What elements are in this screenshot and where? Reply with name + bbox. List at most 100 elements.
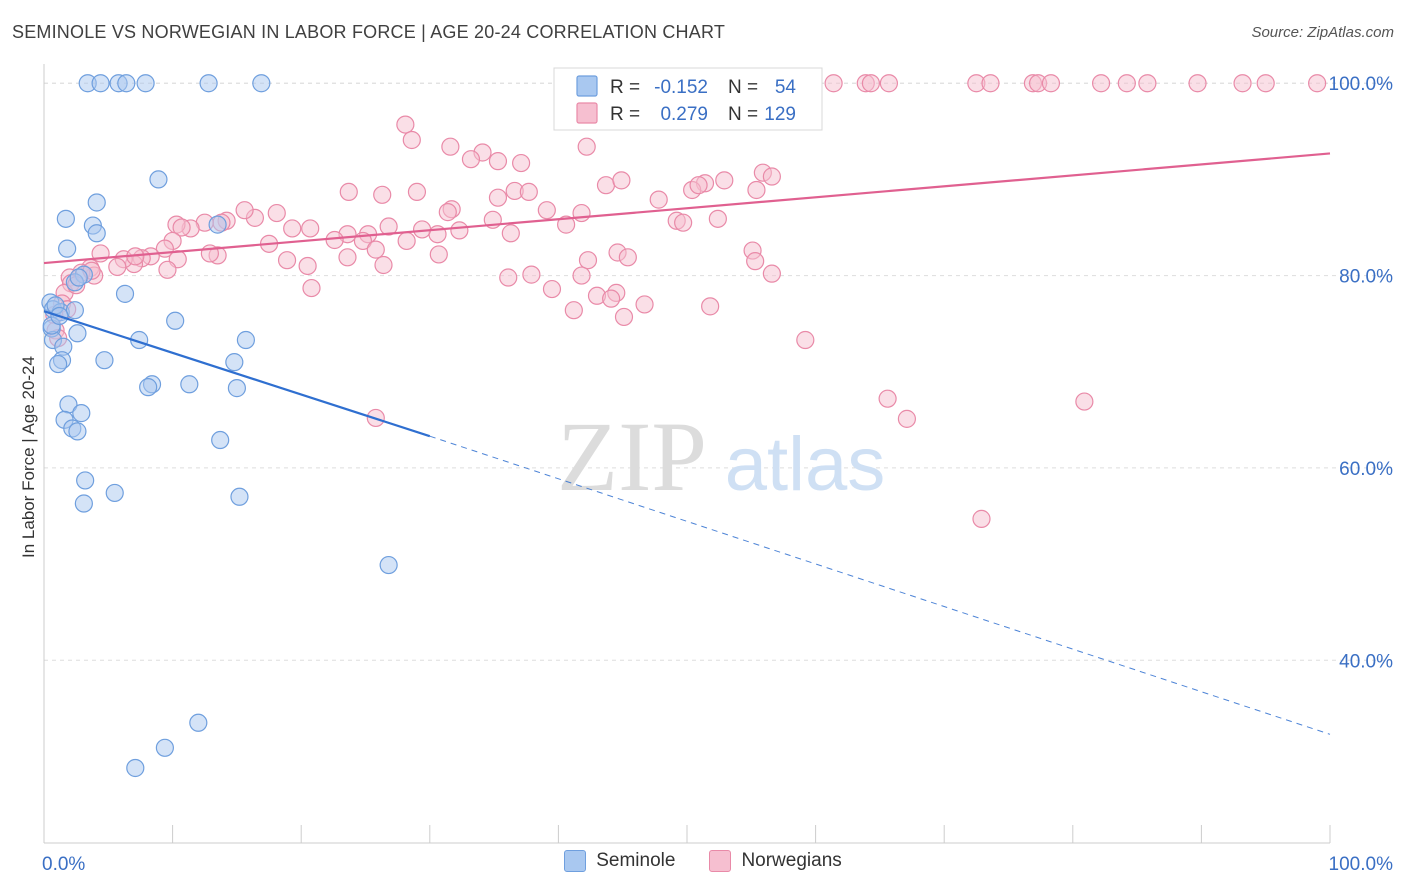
norwegians-point-24 [441, 137, 460, 156]
legend-item-norwegians[interactable]: Norwegians [709, 850, 842, 872]
norwegians-point-117 [542, 279, 562, 299]
legend-r-value-0: -0.152 [654, 77, 708, 98]
y-tick-label-40: 40.0% [1339, 651, 1393, 672]
legend-r-value-1: 0.279 [660, 104, 708, 125]
seminole-point-53 [69, 268, 88, 287]
norwegians-point-69 [172, 218, 191, 237]
seminole-point-47 [189, 713, 208, 732]
seminole-point-20 [65, 301, 84, 320]
norwegians-point-128 [878, 389, 897, 408]
norwegians-point-20 [1256, 74, 1275, 93]
norwegians-point-127 [796, 330, 815, 350]
norwegians-point-124 [564, 301, 583, 320]
norwegians-point-26 [461, 150, 481, 169]
norwegians-point-28 [577, 137, 596, 156]
norwegians-point-115 [499, 268, 518, 287]
seminole-point-29 [49, 354, 68, 374]
norwegians-point-43 [438, 203, 457, 222]
chart-source: Source: ZipAtlas.com [1251, 24, 1394, 41]
norwegians-point-114 [762, 264, 781, 283]
x-tick-label-min: 0.0% [42, 854, 85, 875]
norwegians-point-23 [402, 130, 421, 150]
norwegians-point-27 [488, 152, 508, 171]
norwegians-point-131 [1075, 392, 1094, 411]
legend-n-label-0: N = [728, 77, 758, 98]
x-tick-label-max: 100.0% [1329, 854, 1394, 875]
seminole-point-41 [211, 430, 230, 450]
norwegians-point-44 [407, 182, 427, 202]
seminole-point-11 [87, 224, 106, 243]
trend-lines [43, 152, 1331, 735]
norwegians-point-51 [450, 221, 469, 240]
seminole-point-4 [136, 74, 155, 93]
seminole-point-26 [236, 330, 256, 350]
norwegians-point-22 [396, 115, 415, 134]
seminole-point-40 [68, 422, 87, 441]
norwegians-trend-line [43, 152, 1331, 265]
norwegians-point-129 [897, 409, 917, 428]
norwegians-point-103 [429, 245, 448, 264]
seminole-point-43 [105, 483, 124, 503]
seminole-trend-extension [429, 435, 1331, 735]
norwegians-swatch [709, 850, 732, 872]
norwegians-point-15 [1091, 74, 1111, 93]
norwegians-point-126 [302, 278, 321, 298]
norwegians-point-108 [618, 248, 637, 267]
y-axis-label: In Labor Force | Age 20-24 [19, 356, 38, 558]
seminole-point-44 [230, 487, 249, 506]
norwegians-point-33 [715, 171, 734, 190]
norwegians-point-102 [397, 231, 416, 251]
norwegians-point-104 [501, 224, 520, 243]
seminole-point-31 [225, 353, 244, 372]
norwegians-point-16 [1117, 74, 1136, 93]
norwegians-point-11 [981, 74, 1000, 93]
seminole-point-30 [95, 351, 114, 370]
seminole-point-42 [76, 471, 95, 490]
seminole-points [41, 74, 398, 778]
norwegians-point-41 [537, 201, 556, 220]
legend-r-label-0: R = [610, 77, 640, 98]
norwegians-point-111 [708, 209, 727, 228]
norwegians-point-122 [614, 307, 634, 327]
seminole-point-9 [56, 209, 75, 228]
norwegians-point-118 [572, 266, 591, 285]
legend-n-label-1: N = [728, 104, 758, 125]
norwegians-point-62 [235, 201, 254, 220]
norwegians-point-21 [1308, 74, 1327, 93]
norwegians-point-37 [488, 188, 508, 207]
correlation-legend: R = -0.152 N = 54 R = 0.279 N = 129 [553, 67, 823, 131]
seminole-point-12 [208, 215, 227, 234]
seminole-point-49 [126, 758, 145, 778]
norwegians-point-123 [635, 295, 654, 314]
norwegians-point-101 [374, 255, 393, 275]
seminole-trend-line [43, 310, 431, 438]
y-tick-label-80: 80.0% [1339, 267, 1393, 288]
seminole-point-35 [227, 379, 246, 398]
norwegians-point-116 [522, 265, 541, 284]
norwegians-point-77 [108, 257, 127, 277]
seminole-point-33 [139, 378, 158, 397]
seminole-point-3 [117, 74, 136, 93]
legend-box [553, 67, 823, 131]
norwegians-point-19 [1233, 74, 1252, 93]
seminole-point-37 [72, 404, 91, 423]
norwegians-point-31 [612, 171, 631, 190]
norwegians-point-29 [512, 153, 531, 173]
tick-labels: 40.0% 60.0% 80.0% 100.0% 0.0% 100.0% [42, 74, 1393, 875]
norwegians-point-17 [1138, 74, 1157, 93]
norwegians-point-9 [879, 74, 899, 93]
watermark-zip: ZIP [557, 401, 707, 512]
grid-lines [44, 82, 1392, 661]
norwegians-point-60 [267, 203, 286, 223]
watermark: ZIP atlas [557, 401, 885, 512]
norwegians-point-35 [762, 167, 781, 186]
seminole-point-8 [87, 193, 106, 212]
norwegians-point-106 [578, 251, 598, 270]
seminole-point-6 [252, 74, 271, 93]
norwegians-point-46 [339, 182, 358, 202]
legend-n-value-0: 54 [775, 77, 797, 98]
legend-item-seminole[interactable]: Seminole [564, 850, 675, 872]
norwegians-point-30 [596, 176, 616, 195]
y-tick-label-60: 60.0% [1339, 459, 1393, 480]
